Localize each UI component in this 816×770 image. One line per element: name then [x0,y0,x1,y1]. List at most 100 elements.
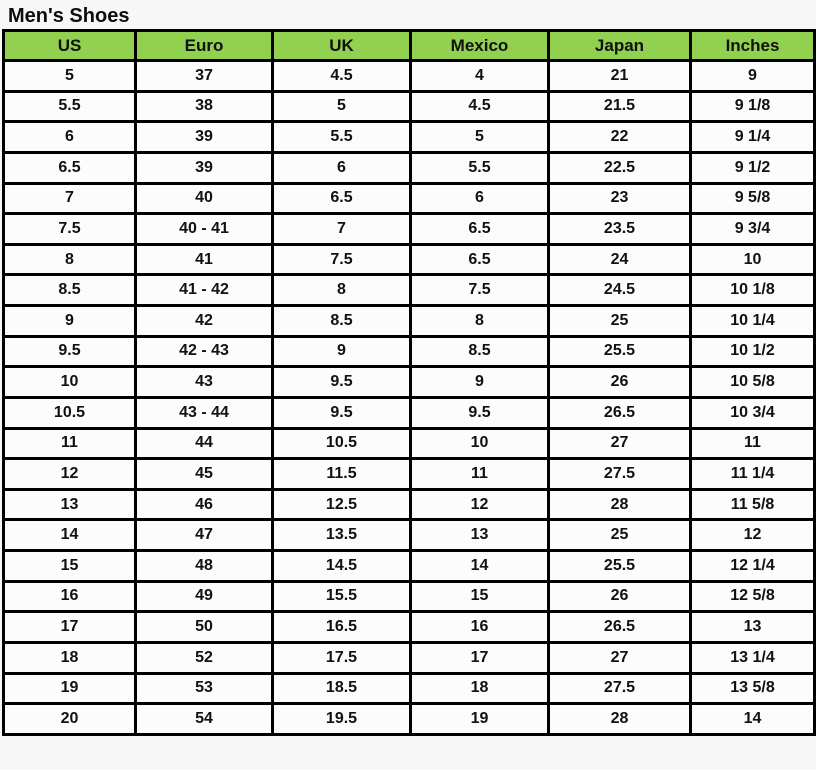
table-row: 7.5 40 - 41 7 6.5 23.5 9 3/4 [2,212,816,246]
table-row: 10 43 9.5 9 26 10 5/8 [2,365,816,399]
cell-inches: 14 [689,702,816,736]
cell-inches: 12 5/8 [689,579,816,614]
cell-uk: 17.5 [271,640,412,675]
cell-inches: 10 5/8 [689,365,816,399]
cell-uk: 5 [271,89,412,124]
table-row: 14 47 13.5 13 25 12 [2,518,816,552]
cell-uk: 13.5 [271,518,412,552]
cell-mexico: 9 [409,365,550,399]
cell-uk: 7 [271,212,412,246]
cell-japan: 21 [547,59,692,93]
cell-japan: 23.5 [547,212,692,246]
table-row: 9 42 8.5 8 25 10 1/4 [2,304,816,338]
cell-uk: 5.5 [271,120,412,154]
cell-uk: 7.5 [271,242,412,277]
cell-mexico: 14 [409,549,550,583]
cell-japan: 27.5 [547,457,692,491]
cell-euro: 54 [134,702,274,736]
cell-uk: 6.5 [271,181,412,216]
cell-euro: 46 [134,487,274,522]
cell-inches: 10 1/4 [689,304,816,338]
cell-uk: 8 [271,273,412,307]
cell-inches: 10 1/2 [689,334,816,369]
cell-us: 13 [2,487,137,522]
table-row: 5 37 4.5 4 21 9 [2,59,816,93]
cell-japan: 25 [547,518,692,552]
cell-mexico: 16 [409,610,550,644]
cell-inches: 9 1/4 [689,120,816,154]
cell-mexico: 5 [409,120,550,154]
cell-inches: 9 1/2 [689,150,816,185]
table-row: 6 39 5.5 5 22 9 1/4 [2,120,816,154]
cell-japan: 25 [547,304,692,338]
cell-japan: 22 [547,120,692,154]
column-header-inches: Inches [689,29,816,62]
cell-us: 6 [2,120,137,154]
cell-euro: 44 [134,426,274,461]
cell-mexico: 5.5 [409,150,550,185]
cell-us: 16 [2,579,137,614]
cell-euro: 53 [134,671,274,706]
header-row: US Euro UK Mexico Japan Inches [2,29,816,62]
cell-mexico: 19 [409,702,550,736]
cell-mexico: 11 [409,457,550,491]
cell-uk: 6 [271,150,412,185]
cell-mexico: 10 [409,426,550,461]
cell-inches: 12 1/4 [689,549,816,583]
cell-mexico: 13 [409,518,550,552]
table-row: 15 48 14.5 14 25.5 12 1/4 [2,549,816,583]
column-header-mexico: Mexico [409,29,550,62]
cell-euro: 37 [134,59,274,93]
cell-uk: 11.5 [271,457,412,491]
cell-us: 7 [2,181,137,216]
cell-us: 6.5 [2,150,137,185]
table-row: 6.5 39 6 5.5 22.5 9 1/2 [2,150,816,185]
cell-us: 9 [2,304,137,338]
cell-us: 18 [2,640,137,675]
cell-mexico: 8 [409,304,550,338]
page-title: Men's Shoes [8,5,130,27]
cell-japan: 24 [547,242,692,277]
table-row: 8 41 7.5 6.5 24 10 [2,242,816,277]
column-header-japan: Japan [547,29,692,62]
cell-us: 15 [2,549,137,583]
cell-uk: 12.5 [271,487,412,522]
table-row: 5.5 38 5 4.5 21.5 9 1/8 [2,89,816,124]
cell-euro: 45 [134,457,274,491]
cell-mexico: 6.5 [409,242,550,277]
table-row: 7 40 6.5 6 23 9 5/8 [2,181,816,216]
cell-inches: 13 [689,610,816,644]
table-row: 20 54 19.5 19 28 14 [2,702,816,736]
cell-uk: 16.5 [271,610,412,644]
cell-uk: 19.5 [271,702,412,736]
cell-japan: 28 [547,487,692,522]
cell-us: 7.5 [2,212,137,246]
cell-japan: 26 [547,365,692,399]
cell-us: 5.5 [2,89,137,124]
cell-mexico: 15 [409,579,550,614]
cell-euro: 49 [134,579,274,614]
cell-euro: 48 [134,549,274,583]
cell-mexico: 4.5 [409,89,550,124]
table-body: 5 37 4.5 4 21 9 5.5 38 5 4.5 21.5 9 1/8 6 39 5.5 5 22 9 1… [2,59,816,736]
cell-inches: 11 5/8 [689,487,816,522]
cell-us: 8.5 [2,273,137,307]
column-header-us: US [2,29,137,62]
cell-euro: 47 [134,518,274,552]
cell-euro: 43 - 44 [134,395,274,430]
table-row: 10.5 43 - 44 9.5 9.5 26.5 10 3/4 [2,395,816,430]
cell-euro: 38 [134,89,274,124]
cell-mexico: 17 [409,640,550,675]
cell-mexico: 12 [409,487,550,522]
cell-mexico: 6.5 [409,212,550,246]
cell-japan: 26.5 [547,395,692,430]
cell-inches: 10 [689,242,816,277]
cell-us: 14 [2,518,137,552]
cell-inches: 11 1/4 [689,457,816,491]
cell-inches: 9 [689,59,816,93]
cell-us: 17 [2,610,137,644]
cell-japan: 21.5 [547,89,692,124]
table-row: 11 44 10.5 10 27 11 [2,426,816,461]
cell-inches: 9 1/8 [689,89,816,124]
table-row: 18 52 17.5 17 27 13 1/4 [2,640,816,675]
